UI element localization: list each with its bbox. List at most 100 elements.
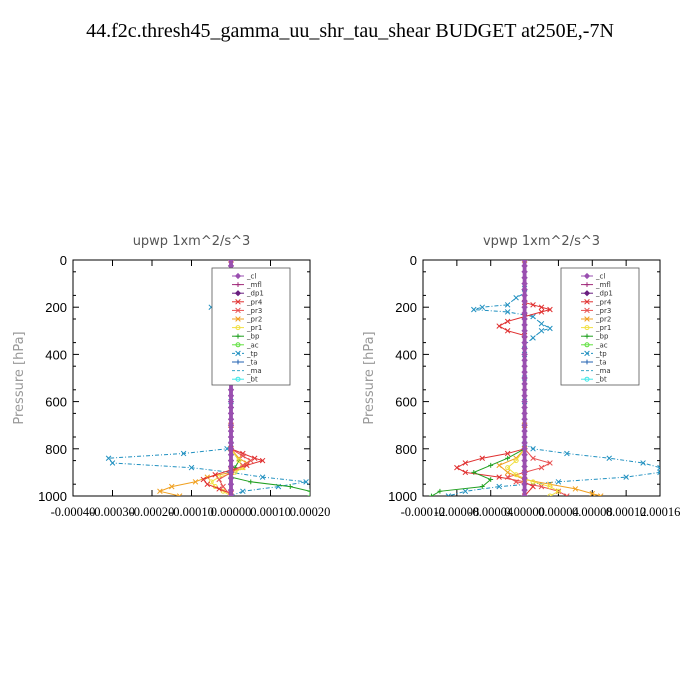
data-point_cl [521, 309, 528, 317]
data-point_cl [521, 345, 528, 352]
data-point_bp [307, 493, 310, 496]
legend-label: _pr1 [246, 324, 262, 332]
x-tick-label: -0.00020 [130, 505, 175, 519]
legend-marker [584, 359, 590, 365]
data-point_cl [521, 260, 528, 264]
data-point_pr1 [513, 472, 519, 478]
data-point_bp [488, 477, 494, 482]
legend-label: _ma [246, 367, 262, 375]
data-point_pr1 [505, 465, 511, 471]
data-point_cl [521, 380, 528, 388]
data-point_cl [521, 280, 528, 287]
data-point_tp [180, 450, 187, 457]
data-point_pr4 [204, 481, 211, 487]
x-tick-label: 0.00008 [572, 505, 613, 519]
legend-label: _mfl [595, 281, 611, 289]
data-point_pr4 [530, 302, 536, 308]
y-tick-label: 200 [45, 300, 67, 315]
data-point_pr2 [597, 493, 604, 496]
data-point_cl [521, 439, 528, 447]
data-point_pr3 [547, 460, 553, 466]
legend-label: _ta [246, 359, 258, 367]
data-point_pr1 [513, 458, 519, 464]
legend-marker [584, 342, 590, 348]
data-point_cl [521, 416, 528, 423]
x-tick-label: 0.00010 [250, 505, 291, 519]
data-point_pr3 [240, 462, 246, 469]
data-point_cl [521, 351, 528, 358]
data-point_cl [227, 457, 235, 464]
legend-label: _ma [595, 367, 611, 375]
data-point_cl [227, 386, 235, 393]
legend-label: _ac [595, 341, 608, 349]
data-point_bp [429, 493, 434, 496]
legend-marker [235, 333, 241, 339]
legend-marker [584, 325, 590, 331]
data-point_tp [538, 328, 545, 334]
data-point_tp [564, 450, 570, 457]
legend-marker [235, 307, 241, 314]
data-point_tp [504, 309, 511, 315]
data-point_cl [227, 410, 235, 417]
legend-label: _pr4 [246, 298, 263, 306]
legend-label: _pr2 [246, 316, 262, 324]
data-point_cl [521, 357, 528, 364]
data-point_pr2 [572, 486, 579, 492]
data-point_tp [547, 325, 553, 332]
series-line_pr1 [506, 260, 560, 496]
data-point_pr1 [236, 458, 242, 464]
y-tick-label: 0 [410, 253, 417, 268]
y-tick-label: 400 [45, 347, 67, 362]
data-point_bp [471, 470, 477, 475]
data-point_tp [504, 302, 511, 308]
legend-marker [584, 307, 590, 314]
data-point_cl [521, 315, 528, 323]
data-point_cl [521, 274, 528, 281]
data-point_cl [521, 386, 528, 393]
data-point_tp [513, 295, 519, 301]
legend-label: _tp [595, 350, 607, 358]
legend-marker [584, 282, 590, 287]
data-point_tp [105, 455, 112, 461]
data-point_pr3 [538, 464, 545, 471]
data-point_bp [488, 462, 494, 468]
data-point_pr1 [530, 479, 536, 485]
data-point_pr3 [530, 455, 536, 461]
data-point_cl [227, 439, 235, 447]
y-tick-label: 1000 [388, 489, 417, 504]
y-tick-label: 600 [395, 395, 417, 410]
page-title: 44.f2c.thresh45_gamma_uu_shr_tau_shear B… [86, 20, 614, 42]
data-point_tp [538, 320, 545, 327]
x-tick-label: 0.00004 [538, 505, 579, 519]
data-point_bp [287, 484, 293, 489]
data-point_bp [248, 479, 254, 485]
data-point_cl [521, 292, 528, 299]
x-tick-label: -0.00004 [468, 505, 514, 519]
legend-marker [235, 376, 241, 382]
data-point_pr4 [251, 455, 258, 461]
x-tick-label: -0.00008 [434, 505, 479, 519]
data-point_pr2 [168, 483, 175, 490]
data-point_pr4 [259, 457, 266, 464]
data-point_pr4 [462, 469, 469, 476]
data-point_cl [521, 339, 528, 346]
data-point_tp [530, 446, 536, 452]
legend-label: _pr1 [595, 324, 611, 332]
data-point_cl [227, 416, 235, 423]
data-point_cl [521, 286, 528, 293]
data-point_tp [623, 474, 629, 480]
data-point_pr3 [216, 476, 222, 483]
data-point_cl [521, 481, 528, 488]
series-line_tp [448, 260, 660, 496]
data-point_cl [227, 398, 235, 405]
data-point_cl [227, 392, 235, 399]
y-axis-label: Pressure [hPa] [12, 331, 27, 424]
legend-marker [235, 282, 241, 287]
legend-marker [235, 325, 241, 331]
legend-box [211, 267, 291, 386]
data-point_cl [521, 445, 528, 452]
data-point_bp [437, 488, 443, 494]
x-tick-label: 0.00000 [211, 505, 252, 519]
data-point_pr4 [462, 460, 469, 466]
